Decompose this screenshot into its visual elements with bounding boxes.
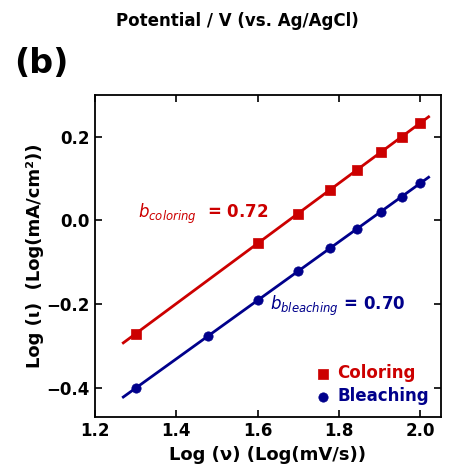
Coloring [326, 186, 334, 193]
Bleaching [204, 333, 211, 340]
Bleaching [132, 384, 140, 392]
X-axis label: Log (ν) (Log(mV/s)): Log (ν) (Log(mV/s)) [169, 446, 366, 464]
Coloring [354, 166, 361, 173]
Text: $b_{coloring}$  = 0.72: $b_{coloring}$ = 0.72 [137, 202, 268, 226]
Coloring [398, 133, 406, 140]
Text: (b): (b) [14, 47, 69, 81]
Coloring [132, 330, 140, 337]
Bleaching [354, 225, 361, 232]
Coloring [377, 148, 385, 156]
Bleaching [326, 245, 334, 252]
Legend: Coloring, Bleaching: Coloring, Bleaching [311, 361, 432, 409]
Text: Potential / V (vs. Ag/AgCl): Potential / V (vs. Ag/AgCl) [116, 12, 358, 30]
Coloring [417, 119, 424, 127]
Y-axis label: Log (ι)  (Log(mA/cm²)): Log (ι) (Log(mA/cm²)) [26, 144, 44, 368]
Bleaching [398, 193, 406, 201]
Coloring [294, 210, 302, 218]
Bleaching [255, 296, 262, 303]
Bleaching [377, 208, 385, 215]
Coloring [255, 239, 262, 246]
Bleaching [294, 267, 302, 275]
Text: $b_{bleaching}$ = 0.70: $b_{bleaching}$ = 0.70 [270, 294, 405, 319]
Bleaching [417, 179, 424, 187]
